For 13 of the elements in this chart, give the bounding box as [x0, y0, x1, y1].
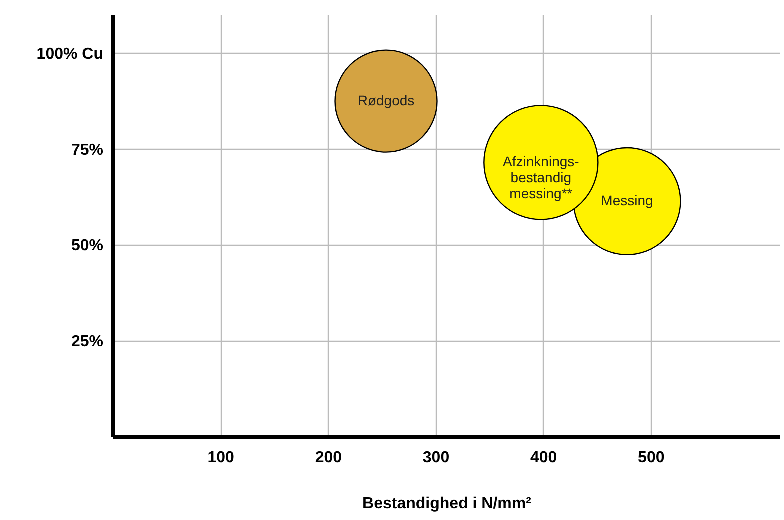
x-axis-title: Bestandighed i N/mm² — [362, 496, 532, 512]
annotation: Afzinknings- bestandig messing** — [503, 154, 580, 202]
y-tick-label: 75% — [71, 142, 104, 159]
x-tick-label: 500 — [638, 450, 665, 466]
x-tick-label: 400 — [530, 450, 558, 466]
y-tick-label: 50% — [71, 238, 104, 255]
x-tick-label: 100 — [208, 450, 235, 466]
x-tick-label: 200 — [315, 450, 342, 466]
annotation: Rødgods — [358, 92, 415, 108]
x-tick-label: 300 — [422, 450, 450, 466]
y-tick-label: 25% — [71, 334, 104, 351]
y-tick-label: 100% Cu — [36, 46, 104, 63]
annotation: Messing — [601, 192, 654, 208]
